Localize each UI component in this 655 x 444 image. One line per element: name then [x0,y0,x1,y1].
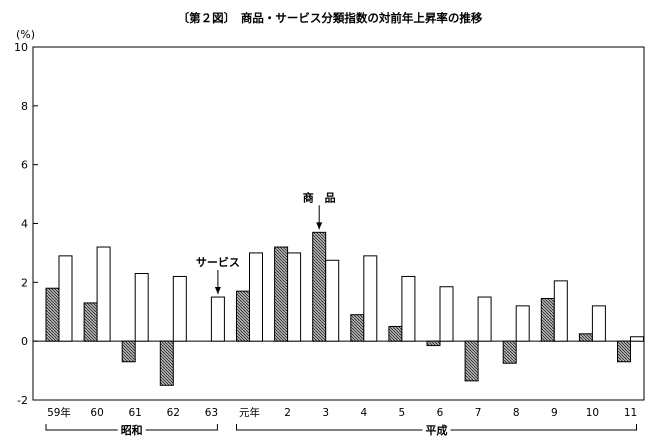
era-label: 昭和 [121,423,143,437]
era-brackets: 昭和 平成 [45,423,637,437]
bar-services [287,252,302,342]
bar-goods [236,290,250,342]
x-tick-label: 10 [586,407,599,419]
bar-services [325,259,340,342]
bar-services [630,336,644,342]
y-axis: -2 0 2 4 6 8 10 [14,41,38,407]
bar-services [591,305,606,342]
y-tick-label: 6 [21,159,28,172]
bar-goods [617,340,631,363]
bar-services [58,255,73,342]
bar-services [363,255,378,342]
x-tick-label: 60 [90,407,103,419]
x-tick-label: 59年 [47,406,71,419]
x-axis-labels: 59年 60 61 62 63 元年 2 3 4 5 6 7 8 9 10 11 [47,406,637,419]
bar-services [210,296,225,342]
bar-goods [274,246,289,342]
x-tick-label: 2 [284,407,291,419]
y-tick-label: 4 [21,218,28,231]
bar-goods [578,333,593,342]
bar-services [249,252,263,342]
bar-goods [121,340,136,363]
bar-services [134,273,149,342]
era-label: 平成 [426,423,448,437]
bar-goods [540,298,555,342]
era-label-bg [117,423,146,437]
x-tick-label: 61 [129,407,142,419]
bars [45,231,644,386]
y-tick-label: 8 [21,100,28,113]
bar-goods [83,302,98,342]
chart-title: 〔第２図〕 商品・サービス分類指数の対前年上昇率の推移 [178,11,483,25]
bar-goods [45,287,60,342]
bar-goods [464,340,479,382]
x-tick-label: 11 [624,407,637,419]
y-tick-label: 0 [21,335,28,348]
bar-goods [312,231,327,342]
bar-goods [388,325,403,342]
annotation-label: サービス [196,255,240,269]
bar-goods [502,340,517,364]
bar-goods [159,340,174,386]
bar-services [477,296,492,342]
x-tick-label: 7 [475,407,482,419]
x-tick-label: 9 [551,407,558,419]
x-tick-label: 5 [399,407,406,419]
bar-services [401,275,416,342]
bar-services [172,275,187,342]
annotation-label: 商 品 [303,190,336,204]
x-tick-label: 8 [513,407,520,419]
y-tick-label: -2 [17,394,28,407]
x-tick-label: 63 [205,407,218,419]
era-label-bg [422,423,451,437]
bar-goods [426,340,441,347]
bar-services [553,280,568,342]
x-tick-label: 6 [437,407,444,419]
y-axis-label: (%) [16,28,35,41]
annotation-arrow-head [214,287,221,295]
x-tick-label: 4 [360,407,367,419]
bar-services [96,246,111,342]
bar-services [439,286,454,342]
bar-goods [350,314,365,342]
bar-services [515,305,530,342]
x-tick-label: 3 [322,407,329,419]
annotation-arrow-head [316,222,323,230]
y-tick-label: 2 [21,276,28,289]
y-tick-label: 10 [14,41,28,54]
x-tick-label: 62 [167,407,180,419]
x-tick-label: 元年 [239,406,260,419]
